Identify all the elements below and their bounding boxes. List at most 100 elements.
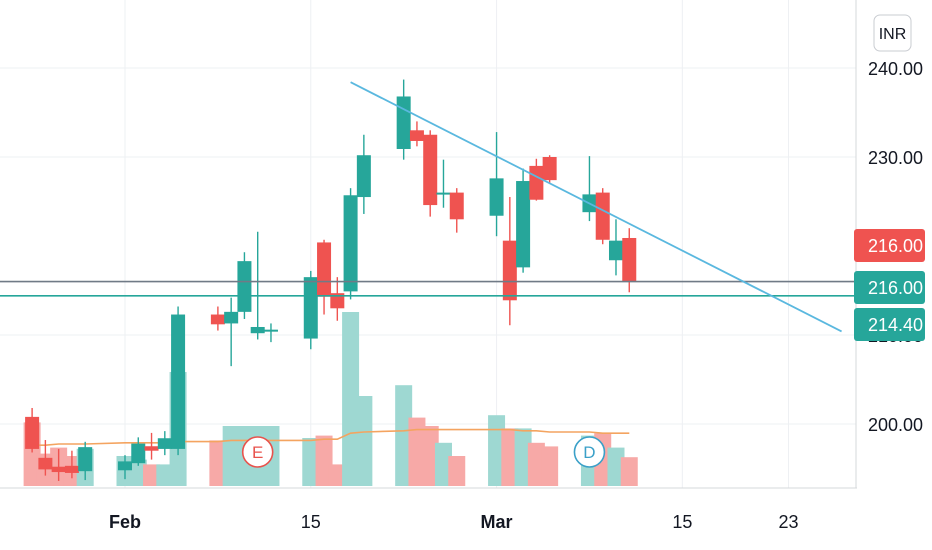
- marker-circle: [573, 436, 606, 468]
- candle[interactable]: [330, 277, 345, 321]
- volume-bar: [328, 464, 346, 486]
- candle[interactable]: [423, 130, 438, 217]
- time-tick-label: Mar: [481, 512, 513, 532]
- candle-body: [64, 465, 79, 473]
- price-tag-label: 216.00: [868, 278, 923, 298]
- candlestick-series[interactable]: [25, 79, 637, 481]
- marker-label: E: [252, 443, 263, 462]
- candle[interactable]: [595, 188, 610, 245]
- candle[interactable]: [436, 159, 451, 208]
- candle[interactable]: [64, 450, 79, 479]
- candle[interactable]: [118, 455, 132, 480]
- volume-bar: [488, 415, 506, 486]
- price-tag-label: 214.40: [868, 315, 923, 335]
- marker-label: D: [583, 443, 595, 462]
- candle-body: [343, 195, 358, 292]
- candle[interactable]: [263, 323, 278, 343]
- candle[interactable]: [210, 306, 225, 331]
- candle[interactable]: [622, 228, 637, 293]
- candle-body: [118, 461, 132, 471]
- candle[interactable]: [502, 197, 517, 326]
- volume-bars: [23, 312, 638, 486]
- candle-body: [396, 96, 411, 149]
- candle[interactable]: [317, 239, 332, 315]
- volume-bar: [129, 459, 147, 486]
- marker-circle: [241, 436, 274, 468]
- candle[interactable]: [78, 441, 93, 481]
- candle-body: [131, 443, 146, 464]
- candle-body: [144, 446, 159, 451]
- candle-body: [622, 237, 637, 282]
- time-tick-label: 23: [778, 512, 798, 532]
- candle[interactable]: [356, 134, 371, 214]
- volume-bar: [355, 396, 373, 486]
- volume-ma-line: [32, 428, 630, 447]
- candle[interactable]: [489, 132, 504, 237]
- candle[interactable]: [250, 231, 265, 340]
- candle-body: [489, 178, 504, 216]
- time-tick-label: Feb: [109, 512, 141, 532]
- candle[interactable]: [144, 432, 159, 460]
- candle[interactable]: [131, 437, 146, 466]
- candle[interactable]: [516, 168, 531, 273]
- volume-bar: [143, 464, 161, 486]
- candle[interactable]: [343, 188, 358, 300]
- trend-line-drawing[interactable]: [350, 81, 842, 333]
- volume-bar: [448, 456, 466, 486]
- volume-bar: [302, 438, 320, 486]
- candle-body: [516, 181, 531, 268]
- candle[interactable]: [409, 121, 424, 147]
- price-tag-box: [854, 271, 925, 304]
- candle[interactable]: [396, 79, 411, 160]
- candle[interactable]: [171, 306, 186, 456]
- chart-grid: [0, 0, 932, 489]
- candle[interactable]: [237, 252, 252, 319]
- earnings-marker[interactable]: E: [241, 436, 274, 468]
- time-tick-label: 15: [672, 512, 692, 532]
- candle[interactable]: [224, 297, 239, 367]
- horizontal-price-lines[interactable]: [0, 280, 856, 297]
- candle-body: [171, 314, 186, 449]
- candle-body: [529, 165, 544, 200]
- volume-bar: [209, 440, 227, 486]
- price-tag: 214.40: [854, 308, 925, 341]
- dividend-marker[interactable]: D: [573, 436, 606, 468]
- candle-body: [449, 192, 464, 220]
- volume-bar: [408, 417, 426, 486]
- candle-body: [595, 192, 610, 240]
- time-scale[interactable]: Feb 15 Mar 15 23: [109, 512, 799, 532]
- candle[interactable]: [608, 219, 623, 276]
- candle[interactable]: [542, 155, 557, 183]
- volume-bar: [395, 385, 413, 486]
- candle-body: [356, 155, 371, 198]
- candle[interactable]: [303, 270, 318, 350]
- price-tag-box: [854, 308, 925, 341]
- volume-bar: [501, 428, 519, 486]
- candle[interactable]: [51, 448, 66, 481]
- candle-body: [237, 261, 252, 312]
- candle[interactable]: [25, 407, 40, 453]
- candle-body: [542, 157, 557, 181]
- candle-body: [423, 134, 438, 206]
- candle-body: [224, 311, 239, 324]
- candle[interactable]: [38, 440, 53, 476]
- trend-line[interactable]: [350, 81, 842, 333]
- candle-body: [51, 466, 66, 473]
- price-tag-box: [854, 229, 925, 262]
- candle-body: [502, 240, 517, 301]
- candle-body: [317, 242, 332, 297]
- candle[interactable]: [582, 156, 597, 222]
- candle[interactable]: [157, 431, 172, 456]
- currency-label: INR: [879, 26, 907, 43]
- volume-bar: [527, 442, 545, 486]
- candle-body: [303, 277, 318, 339]
- currency-button[interactable]: INR: [873, 14, 912, 52]
- price-tag: 216.00: [854, 229, 925, 262]
- candle-body: [25, 416, 40, 449]
- price-tick-label: 200.00: [868, 415, 923, 435]
- candle-body: [250, 326, 265, 334]
- volume-bar: [514, 428, 532, 486]
- candle[interactable]: [449, 188, 464, 233]
